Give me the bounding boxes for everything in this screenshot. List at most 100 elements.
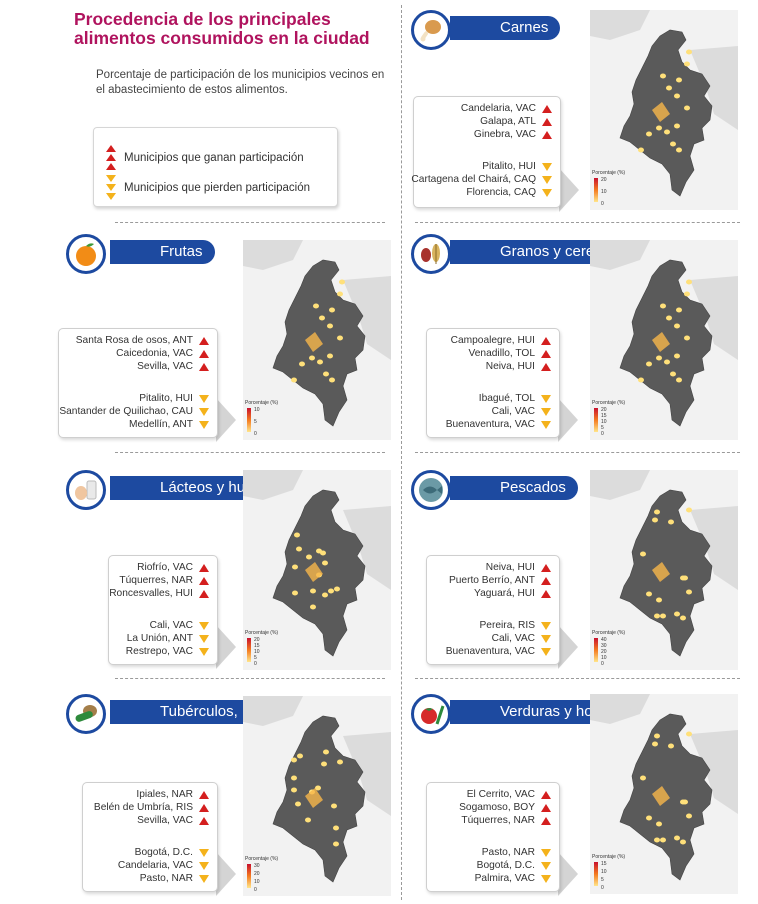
municipality-list-verduras: El Cerrito, VAC Sogamoso, BOY Túquerres, N… xyxy=(426,782,560,892)
scale-bar xyxy=(247,638,251,662)
municipality-list-tuberculos: Ipiales, NAR Belén de Umbría, RIS Sevilla,… xyxy=(82,782,218,892)
lose-municipality: Pasto, NAR xyxy=(481,847,535,858)
scale-title: Porcentaje (%) xyxy=(592,170,626,176)
divider xyxy=(415,678,740,679)
gain-municipality: Neiva, HUI xyxy=(485,361,535,372)
gain-triangle-icon xyxy=(199,590,209,598)
municipality-list-lacteos: Riofrío, VAC Túquerres, NAR Roncesvalles, … xyxy=(108,555,218,665)
gain-municipality: Santa Rosa de osos, ANT xyxy=(75,335,193,346)
scale-tick-label: 20 xyxy=(601,177,607,183)
lose-municipality: Bogotá, D.C. xyxy=(134,847,193,858)
scale-tick-label: 20 xyxy=(254,871,260,877)
scale-tick-label: 10 xyxy=(601,655,607,661)
scale-title: Porcentaje (%) xyxy=(245,400,279,406)
category-label-frutas: Frutas xyxy=(110,240,215,264)
gain-triangle-icon xyxy=(199,337,209,345)
legend-lose-label: Municipios que pierden participación xyxy=(124,181,311,194)
lose-triangle-icon xyxy=(541,395,551,403)
divider xyxy=(115,222,385,223)
scale-bar xyxy=(594,862,598,886)
gain-municipality: Roncesvalles, HUI xyxy=(109,588,193,599)
gain-triangle-icon xyxy=(541,363,551,371)
municipality-list-frutas: Santa Rosa de osos, ANT Caicedonia, VAC Se… xyxy=(58,328,218,438)
gain-triangle-icon xyxy=(542,131,552,139)
scale-bar xyxy=(594,178,598,202)
scale-title: Porcentaje (%) xyxy=(245,630,279,636)
lose-municipality: Santander de Quilichao, CAU xyxy=(59,406,193,417)
gain-municipality: Sevilla, VAC xyxy=(137,815,193,826)
lose-triangle-icon xyxy=(542,176,552,184)
tomato-veg-icon xyxy=(411,694,451,734)
cucumber-potato-icon xyxy=(66,694,106,734)
gain-triangle-icon xyxy=(199,350,209,358)
lose-municipality: Palmira, VAC xyxy=(474,873,535,884)
legend-box: Municipios que ganan participación Munic… xyxy=(93,127,338,207)
gain-municipality: El Cerrito, VAC xyxy=(466,789,535,800)
callout-pointer xyxy=(558,625,578,669)
scale-bar xyxy=(594,408,598,432)
divider xyxy=(415,222,740,223)
colombia-map-lacteos xyxy=(243,470,391,670)
callout-pointer xyxy=(558,852,578,896)
scale-tick-label: 0 xyxy=(601,201,604,207)
scale-tick-label: 10 xyxy=(254,879,260,885)
lose-triangle-icon xyxy=(542,163,552,171)
scale-tick-label: 10 xyxy=(254,407,260,413)
gain-municipality: Campoalegre, HUI xyxy=(450,335,535,346)
scale-tick-label: 5 xyxy=(601,877,604,883)
drumstick-icon xyxy=(411,10,451,50)
gain-triangle-icon xyxy=(542,105,552,113)
colombia-map-pescados xyxy=(590,470,738,670)
lose-municipality: Cali, VAC xyxy=(491,633,535,644)
lose-municipality: Buenaventura, VAC xyxy=(445,419,535,430)
legend-lose: Municipios que pierden participación xyxy=(106,174,310,201)
scale-tick-label: 0 xyxy=(254,661,257,667)
lose-municipality: Buenaventura, VAC xyxy=(445,646,535,657)
category-label-carnes: Carnes xyxy=(450,16,561,40)
gain-triangle-icon xyxy=(541,564,551,572)
colombia-map-carnes xyxy=(590,10,738,210)
lose-triangle-icon xyxy=(541,635,551,643)
callout-pointer xyxy=(559,168,579,212)
gain-municipality: Belén de Umbría, RIS xyxy=(93,802,193,813)
scale-tick-label: 40 xyxy=(601,637,607,643)
category-label-pescados: Pescados xyxy=(450,476,578,500)
lose-triangle-icon xyxy=(199,648,209,656)
gain-municipality: Puerto Berrío, ANT xyxy=(448,575,535,586)
colombia-map-frutas xyxy=(243,240,391,440)
lose-municipality: Ibagué, TOL xyxy=(478,393,535,404)
scale-tick-label: 10 xyxy=(601,189,607,195)
lose-municipality: Pitalito, HUI xyxy=(139,393,193,404)
lose-municipality: Bogotá, D.C. xyxy=(476,860,535,871)
page-title: Procedencia de los principales alimentos… xyxy=(74,9,370,48)
page-subtitle: Porcentaje de participación de los munic… xyxy=(96,69,385,96)
scale-tick-label: 0 xyxy=(254,887,257,893)
lose-triangle-icon xyxy=(541,622,551,630)
lose-triangle-icon xyxy=(199,622,209,630)
scale-tick-label: 5 xyxy=(254,419,257,425)
divider xyxy=(115,678,385,679)
legend-gain-label: Municipios que ganan participación xyxy=(124,151,304,164)
lose-triangle-icon xyxy=(542,189,552,197)
gain-municipality: Yaguará, HUI xyxy=(474,588,535,599)
divider xyxy=(415,452,740,453)
lose-municipality: Pereira, RIS xyxy=(479,620,535,631)
gain-municipality: Neiva, HUI xyxy=(485,562,535,573)
lose-triangle-icon xyxy=(199,421,209,429)
callout-pointer xyxy=(216,852,236,896)
lose-triangle-icon xyxy=(541,875,551,883)
scale-title: Porcentaje (%) xyxy=(592,400,626,406)
scale-title: Porcentaje (%) xyxy=(592,630,626,636)
scale-title: Porcentaje (%) xyxy=(592,854,626,860)
gain-municipality: Venadillo, TOL xyxy=(468,348,535,359)
gain-triangle-icon xyxy=(541,791,551,799)
lose-triangle-icon xyxy=(199,849,209,857)
scale-tick-label: 20 xyxy=(601,649,607,655)
vertical-divider xyxy=(401,5,402,900)
gain-triangle-icon xyxy=(541,577,551,585)
scale-tick-label: 0 xyxy=(254,431,257,437)
colombia-map-granos xyxy=(590,240,738,440)
gain-triangle-icon xyxy=(541,590,551,598)
lose-municipality: Medellín, ANT xyxy=(129,419,193,430)
lose-triangle-icon xyxy=(199,635,209,643)
